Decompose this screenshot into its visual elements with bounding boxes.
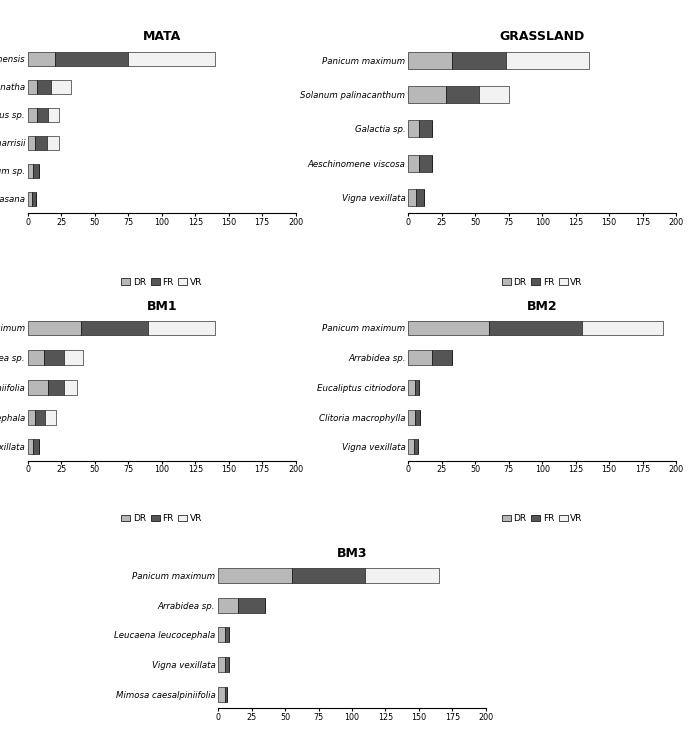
Bar — [413, 439, 418, 455]
Bar — [506, 52, 589, 69]
Bar — [408, 380, 415, 395]
Bar — [47, 136, 59, 150]
Title: MATA: MATA — [143, 30, 181, 43]
Bar — [64, 351, 83, 365]
Bar — [45, 410, 56, 424]
Bar — [48, 380, 64, 395]
Title: GRASSLAND: GRASSLAND — [500, 30, 585, 43]
Bar — [28, 380, 48, 395]
Bar — [28, 439, 33, 455]
Bar — [54, 52, 128, 66]
Bar — [408, 320, 489, 335]
Bar — [32, 192, 36, 206]
Title: BM2: BM2 — [527, 300, 558, 313]
Bar — [432, 351, 452, 365]
Bar — [44, 351, 64, 365]
Bar — [28, 108, 37, 122]
Legend: DR, FR, VR: DR, FR, VR — [498, 274, 586, 290]
Bar — [582, 320, 663, 335]
Bar — [28, 164, 33, 178]
Bar — [33, 439, 38, 455]
Bar — [408, 351, 432, 365]
Bar — [28, 136, 35, 150]
Bar — [408, 439, 413, 455]
Bar — [35, 410, 45, 424]
Bar — [365, 568, 439, 583]
Bar — [408, 189, 416, 206]
Bar — [480, 86, 509, 103]
Bar — [28, 351, 44, 365]
Bar — [415, 410, 420, 424]
Bar — [28, 80, 37, 94]
Bar — [37, 80, 51, 94]
Bar — [416, 189, 424, 206]
Title: BM1: BM1 — [146, 300, 177, 313]
Bar — [224, 627, 229, 642]
Bar — [218, 598, 238, 613]
Bar — [419, 120, 432, 137]
Bar — [37, 108, 48, 122]
Legend: DR, FR, VR: DR, FR, VR — [498, 511, 586, 527]
Bar — [452, 52, 506, 69]
Legend: DR, FR, VR: DR, FR, VR — [118, 274, 206, 290]
Bar — [408, 52, 452, 69]
Bar — [415, 380, 419, 395]
Bar — [128, 52, 215, 66]
Title: BM3: BM3 — [337, 547, 367, 560]
Bar — [33, 164, 38, 178]
Bar — [408, 410, 415, 424]
Bar — [224, 658, 229, 672]
Bar — [82, 320, 148, 335]
Bar — [148, 320, 215, 335]
Bar — [238, 598, 265, 613]
Bar — [218, 658, 224, 672]
Bar — [218, 568, 292, 583]
Legend: DR, FR, VR: DR, FR, VR — [118, 511, 206, 527]
Bar — [28, 320, 82, 335]
Bar — [489, 320, 582, 335]
Bar — [28, 192, 32, 206]
Bar — [218, 687, 224, 702]
Bar — [224, 687, 227, 702]
Bar — [408, 154, 419, 172]
Bar — [28, 52, 54, 66]
Bar — [35, 136, 47, 150]
Bar — [292, 568, 365, 583]
Bar — [28, 410, 35, 424]
Bar — [419, 154, 432, 172]
Bar — [218, 627, 224, 642]
Bar — [408, 86, 446, 103]
Bar — [408, 120, 419, 137]
Bar — [446, 86, 480, 103]
Bar — [48, 108, 59, 122]
Bar — [51, 80, 70, 94]
Bar — [64, 380, 77, 395]
